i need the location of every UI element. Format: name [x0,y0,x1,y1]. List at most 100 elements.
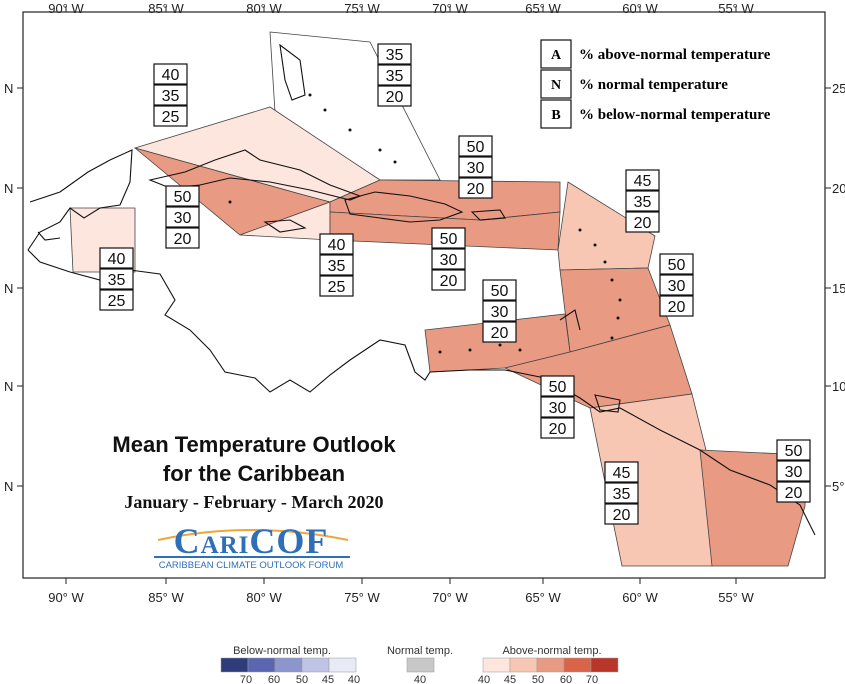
probability-box-suriname: 50 30 20 [776,439,811,503]
key-letter-n: N [551,78,561,93]
caricof-logo: CariCOF CARIBBEAN CLIMATE OUTLOOK FORUM [154,521,350,571]
legend-swatch-above [563,657,592,673]
lat-label-left: N [4,181,13,196]
legend-tick: 50 [296,674,308,684]
probability-a-value: 50 [549,379,567,396]
probability-box-abc-islands: 50 30 20 [482,279,517,343]
key-text-normal: % normal temperature [579,77,728,93]
map-title-line2: for the Caribbean [163,461,345,486]
probability-box-belize: 40 35 25 [99,247,134,311]
color-legend: Below-normal temp. Normal temp. Above-no… [220,645,619,684]
probability-box-southern-leewards: 50 30 20 [659,253,694,317]
probability-box-jamaica: 40 35 25 [319,233,354,297]
probability-box-puerto-rico: 50 30 20 [431,227,466,291]
logo-subtitle: CARIBBEAN CLIMATE OUTLOOK FORUM [159,560,344,571]
lat-label-right: 20 [832,181,845,196]
probability-a-value: 50 [174,189,192,206]
probability-a-value: 50 [491,283,509,300]
lon-label-top: 75° W [344,1,380,16]
key-letter-a: A [551,48,562,63]
lat-label-left: N [4,379,13,394]
lon-label-bottom: 60° W [622,590,658,605]
lon-label-bottom: 65° W [525,590,561,605]
probability-b-value: 25 [162,109,180,126]
lon-label-top: 65° W [525,1,561,16]
lon-label-bottom: 75° W [344,590,380,605]
legend-tick: 70 [240,674,252,684]
probability-a-value: 35 [386,47,404,64]
map-title-line1: Mean Temperature Outlook [112,432,396,457]
probability-n-value: 35 [613,486,631,503]
lon-label-top: 85° W [148,1,184,16]
probability-a-value: 50 [668,257,686,274]
probability-b-value: 20 [467,181,485,198]
lon-label-bottom: 85° W [148,590,184,605]
probability-a-value: 40 [162,67,180,84]
lon-label-bottom: 80° W [246,590,282,605]
probability-n-value: 30 [440,252,458,269]
lon-label-top: 80° W [246,1,282,16]
legend-swatch-normal [406,657,435,673]
lon-label-top: 70° W [432,1,468,16]
lat-label-right: 5° [832,479,844,494]
key-letter-b: B [551,108,560,123]
probability-a-value: 40 [328,237,346,254]
probability-n-value: 30 [668,278,686,295]
lon-label-bottom: 70° W [432,590,468,605]
probability-a-value: 45 [613,465,631,482]
legend-tick: 40 [414,674,426,684]
probability-a-value: 40 [108,251,126,268]
probability-n-value: 30 [467,160,485,177]
legend-swatch-below [220,657,249,673]
legend-swatch-above [536,657,565,673]
probability-box-trinidad: 50 30 20 [540,375,575,439]
legend-tick: 40 [348,674,360,684]
key-legend: A N B % above-normal temperature % norma… [540,39,771,129]
probability-box-hispaniola: 50 30 20 [458,135,493,199]
probability-n-value: 30 [491,304,509,321]
probability-b-value: 25 [328,279,346,296]
probability-b-value: 20 [491,325,509,342]
lat-label-left: N [4,281,13,296]
lat-label-right: 10 [832,379,845,394]
lon-label-bottom: 55° W [718,590,754,605]
lat-label-right: 15 [832,281,845,296]
probability-box-cayman: 50 30 20 [165,185,200,249]
probability-b-value: 20 [613,507,631,524]
probability-n-value: 35 [162,88,180,105]
legend-swatch-above [590,657,619,673]
probability-n-value: 30 [549,400,567,417]
probability-n-value: 35 [634,194,652,211]
probability-a-value: 50 [467,139,485,156]
lat-label-right: 25 [832,81,845,96]
legend-tick: 60 [268,674,280,684]
lat-label-left: N [4,479,13,494]
probability-b-value: 20 [440,273,458,290]
legend-swatch-below [328,657,357,673]
legend-swatch-above [509,657,538,673]
probability-b-value: 20 [549,421,567,438]
probability-b-value: 20 [668,299,686,316]
lon-label-bottom: 90° W [48,590,84,605]
probability-n-value: 35 [108,272,126,289]
probability-box-cuba: 40 35 25 [153,63,188,127]
legend-normal-title: Normal temp. [387,645,453,657]
probability-b-value: 20 [386,89,404,106]
legend-swatch-below [247,657,276,673]
lon-label-top: 90° W [48,1,84,16]
legend-swatch-above [482,657,511,673]
probability-a-value: 45 [634,173,652,190]
small-islands [228,93,622,354]
legend-tick: 45 [322,674,334,684]
probability-box-guyana: 45 35 20 [604,461,639,525]
lat-label-left: N [4,81,13,96]
map-period: January - February - March 2020 [124,492,383,512]
probability-b-value: 25 [108,293,126,310]
legend-above-title: Above-normal temp. [502,645,601,657]
legend-tick: 60 [560,674,572,684]
probability-b-value: 20 [174,231,192,248]
legend-swatch-below [274,657,303,673]
legend-below-title: Below-normal temp. [233,645,331,657]
probability-box-northern-leewards: 45 35 20 [625,169,660,233]
